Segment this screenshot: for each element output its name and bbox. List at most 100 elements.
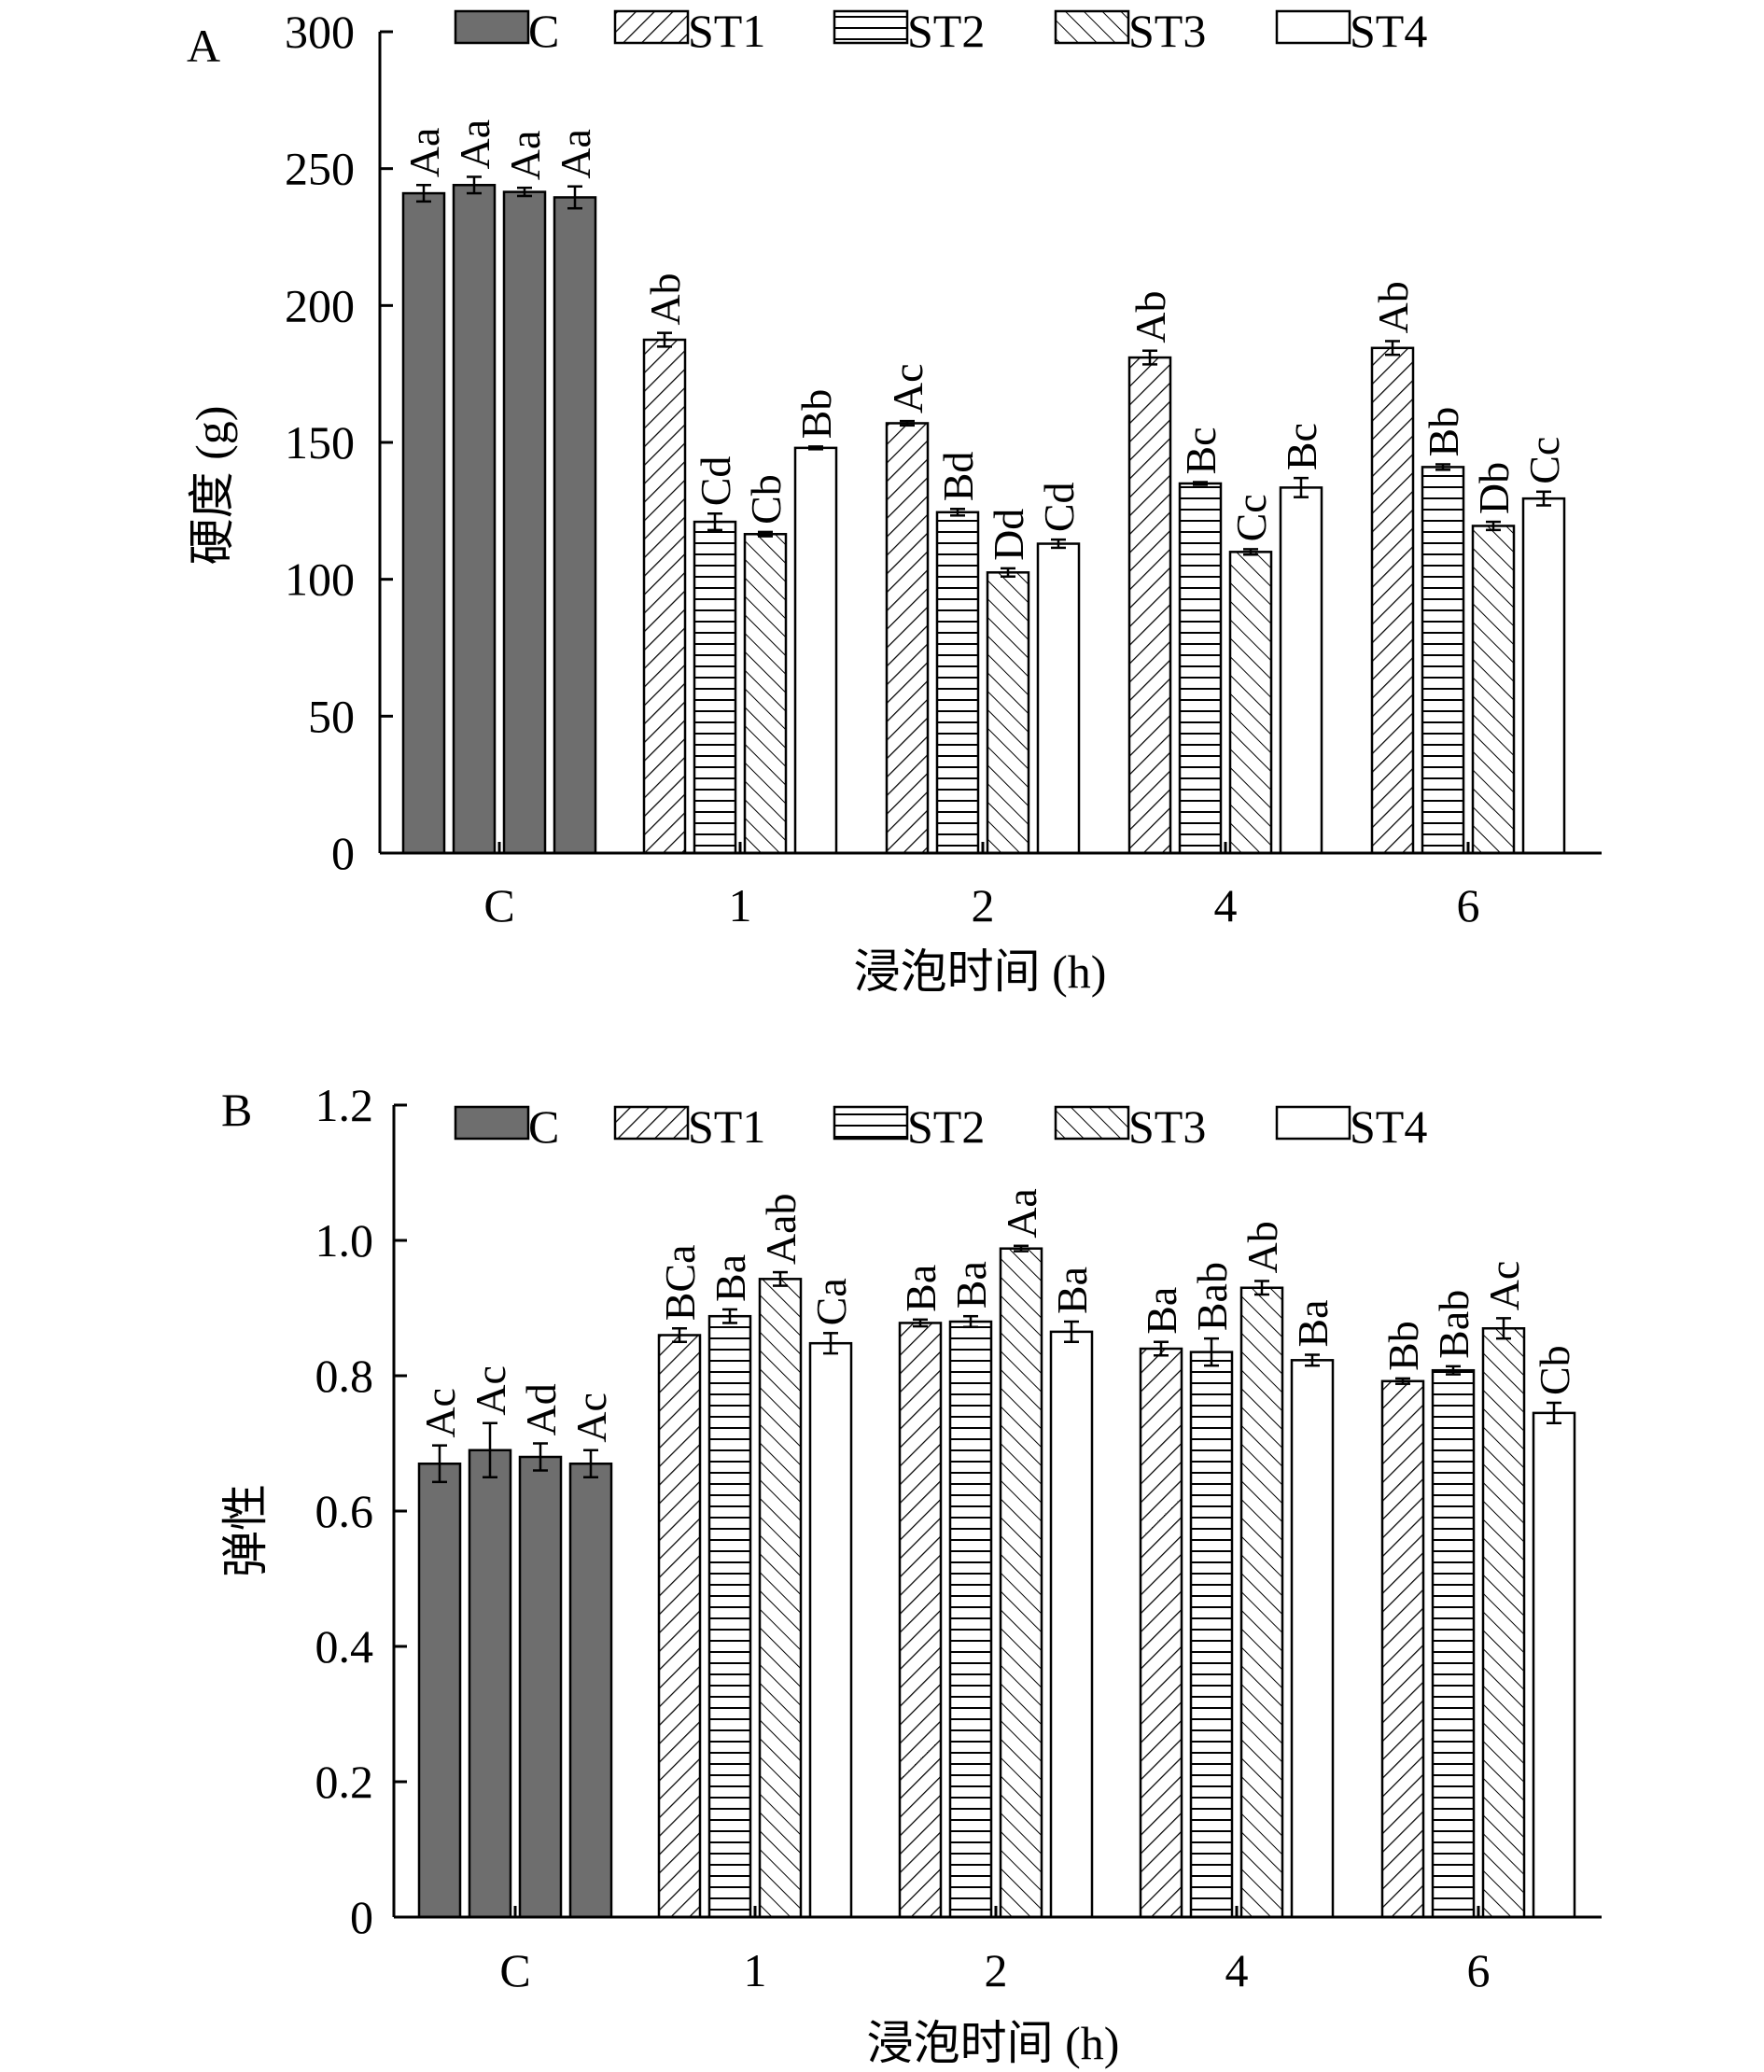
bar xyxy=(1290,1359,1335,1919)
legend-label: ST3 xyxy=(1128,1100,1206,1153)
panel-a-letter: A xyxy=(187,20,220,72)
panel-b-y-axis-title: 弹性 xyxy=(219,1484,272,1577)
significance-label: Ac xyxy=(416,1388,464,1438)
bar xyxy=(693,520,737,855)
x-tick-label: C xyxy=(499,1944,530,1996)
legend-swatch xyxy=(454,1105,530,1141)
significance-label: Ac xyxy=(884,363,931,413)
panel-a-legend: C ST1 ST2 ST3 ST4 xyxy=(454,5,1427,57)
significance-label: Ab xyxy=(641,273,689,325)
y-tick-label: 0 xyxy=(350,1891,373,1943)
bar xyxy=(1481,1327,1526,1919)
panel-b-chart: B C ST1 ST2 ST3 ST4 00.20.40.60.81.01.2 Ac Ac… xyxy=(219,1079,1602,2069)
significance-label: Ac xyxy=(1480,1261,1528,1311)
significance-label: Ca xyxy=(807,1278,855,1325)
y-tick-label: 50 xyxy=(308,690,355,742)
legend-label: ST2 xyxy=(907,1100,985,1153)
legend-swatch xyxy=(613,9,690,45)
significance-label: Bb xyxy=(1420,407,1467,457)
panel-b-x-ticks: C 1 2 4 6 xyxy=(499,1906,1491,1996)
panel-b-bars xyxy=(417,1247,1576,1919)
significance-label: Bc xyxy=(1177,427,1225,474)
significance-label: Db xyxy=(1470,462,1518,514)
significance-label: Aab xyxy=(757,1193,805,1265)
significance-label: Aa xyxy=(400,128,448,178)
y-tick-label: 1.0 xyxy=(315,1214,374,1267)
bar xyxy=(707,1314,752,1919)
panel-a-axes xyxy=(378,32,1602,855)
x-tick-label: 6 xyxy=(1467,1944,1491,1996)
legend-label: ST3 xyxy=(1128,5,1206,57)
bar xyxy=(986,571,1030,855)
bar xyxy=(518,1455,563,1919)
bar xyxy=(401,191,446,855)
bar xyxy=(1189,1351,1234,1919)
legend-swatch xyxy=(1054,9,1130,45)
bar xyxy=(1139,1347,1183,1919)
bar xyxy=(885,422,930,855)
panel-b-y-ticks: 0 0.2 0.4 0.6 0.8 1.0 1.2 xyxy=(315,1079,407,1943)
y-tick-label: 150 xyxy=(285,416,355,469)
significance-label: Cd xyxy=(692,456,739,507)
significance-label: Ba xyxy=(1048,1267,1096,1314)
bar xyxy=(1421,466,1465,855)
significance-label: Cb xyxy=(1531,1345,1578,1395)
y-tick-label: 0.6 xyxy=(315,1485,374,1537)
panel-a-y-ticks: 0 50 100 150 200 250 300 xyxy=(285,6,393,879)
significance-label: Bc xyxy=(1278,423,1325,470)
bar xyxy=(758,1278,803,1919)
significance-label: Ba xyxy=(897,1265,945,1312)
significance-label: Bb xyxy=(1379,1321,1427,1371)
significance-label: BCa xyxy=(656,1244,704,1321)
y-tick-label: 250 xyxy=(285,143,355,195)
bar xyxy=(1049,1330,1094,1919)
y-tick-label: 0 xyxy=(331,827,355,879)
significance-label: Bab xyxy=(1188,1262,1236,1331)
bar xyxy=(1279,486,1323,855)
significance-label: Ab xyxy=(1369,281,1417,333)
significance-label: Ac xyxy=(567,1393,615,1443)
bar xyxy=(999,1247,1043,1919)
legend-swatch xyxy=(1275,9,1351,45)
bar xyxy=(417,1463,462,1919)
significance-label: Aa xyxy=(998,1188,1045,1239)
legend-label: ST2 xyxy=(907,5,985,57)
significance-label: Cc xyxy=(1520,437,1568,484)
bar xyxy=(808,1341,853,1919)
panel-a-x-axis-title: 浸泡时间 (h) xyxy=(854,945,1107,998)
significance-label: Dd xyxy=(985,509,1032,561)
significance-label: Ab xyxy=(1239,1221,1286,1273)
significance-label: Bd xyxy=(934,452,982,502)
y-tick-label: 200 xyxy=(285,279,355,331)
bar xyxy=(1178,482,1223,855)
legend-swatch xyxy=(454,9,530,45)
bar xyxy=(568,1463,613,1919)
legend-label: ST1 xyxy=(688,1100,765,1153)
legend-label: C xyxy=(528,5,559,57)
x-tick-label: 1 xyxy=(729,879,752,931)
bar xyxy=(1036,542,1081,855)
bar xyxy=(743,533,788,855)
legend-label: C xyxy=(528,1100,559,1153)
bar xyxy=(1380,1379,1425,1919)
panel-b-axes xyxy=(392,1105,1602,1919)
panel-a-error-bars xyxy=(416,175,1551,578)
bar xyxy=(793,446,838,855)
panel-b-legend: C ST1 ST2 ST3 ST4 xyxy=(454,1100,1427,1153)
y-tick-label: 300 xyxy=(285,6,355,58)
legend-label: ST1 xyxy=(688,5,765,57)
panel-a-x-ticks: C 1 2 4 6 xyxy=(483,842,1480,931)
significance-label: Ad xyxy=(517,1383,565,1435)
y-tick-label: 1.2 xyxy=(315,1079,374,1131)
legend-swatch xyxy=(1054,1105,1130,1141)
significance-label: Aa xyxy=(451,119,498,170)
x-tick-label: 2 xyxy=(972,879,995,931)
y-tick-label: 0.4 xyxy=(315,1620,374,1673)
bar xyxy=(1532,1411,1576,1919)
significance-label: Ba xyxy=(1289,1299,1337,1347)
panel-a-y-axis-title: 硬度 (g) xyxy=(186,406,238,566)
bar xyxy=(1228,551,1273,855)
x-tick-label: 1 xyxy=(744,1944,767,1996)
